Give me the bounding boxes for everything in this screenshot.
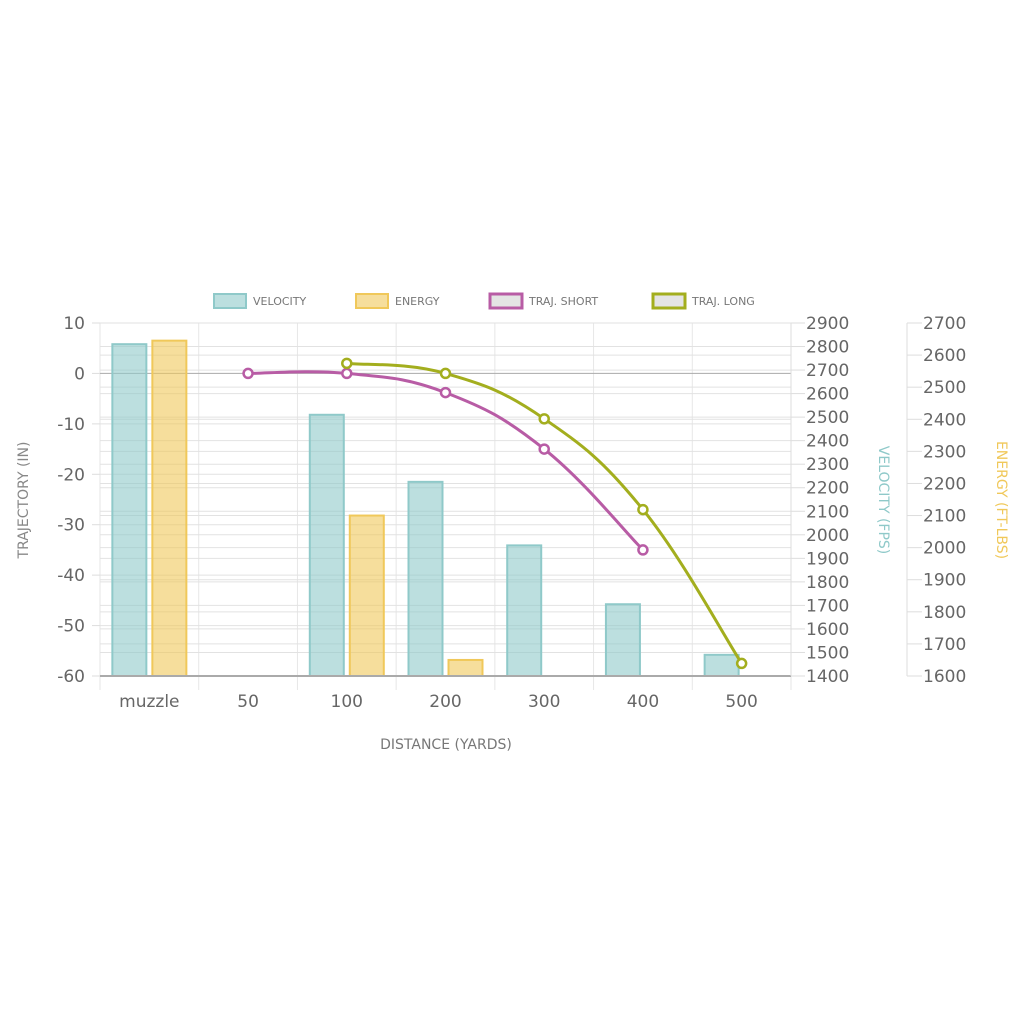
x-tick-label: 200 (429, 692, 461, 712)
energy-tick-label: 2400 (923, 410, 966, 430)
legend-swatch (355, 293, 389, 309)
legend-swatch (213, 293, 247, 309)
velocity-bar (506, 544, 543, 678)
trajectory-tick-label: -30 (57, 516, 85, 536)
traj-short-point (439, 386, 452, 399)
velocity-axis-title: VELOCITY (FPS) (875, 446, 891, 555)
traj-short-point (242, 367, 254, 380)
velocity-tick-label: 2600 (806, 385, 849, 405)
velocity-tick-label: 2800 (806, 338, 849, 358)
trajectory-tick-label: -50 (57, 617, 85, 637)
velocity-tick-label: 2000 (806, 526, 849, 546)
trajectory-tick-label: 0 (74, 364, 85, 384)
energy-tick-label: 1800 (923, 603, 966, 623)
energy-axis-title: ENERGY (FT-LBS) (993, 441, 1009, 559)
velocity-bar (308, 413, 345, 677)
velocity-tick-label: 2400 (806, 432, 849, 452)
energy-tick-label: 1600 (923, 667, 966, 687)
velocity-tick-label: 2700 (806, 361, 849, 381)
legend-swatch (651, 292, 687, 310)
energy-tick-label: 1700 (923, 635, 966, 655)
velocity-tick-label: 2200 (806, 479, 849, 499)
energy-tick-label: 1900 (923, 571, 966, 591)
velocity-tick-label: 1700 (806, 596, 849, 616)
legend-label: VELOCITY (253, 295, 307, 308)
energy-bar (348, 514, 385, 678)
traj-long-point (735, 657, 748, 670)
traj-long-point (439, 367, 452, 380)
legend[interactable]: VELOCITY ENERGY TRAJ. SHORT TRAJ. LONG (213, 292, 755, 310)
velocity-bar (407, 480, 444, 677)
traj-long-point (637, 503, 649, 516)
traj-long-line (346, 361, 743, 665)
energy-tick-label: 2600 (923, 346, 966, 366)
velocity-tick-label: 2100 (806, 502, 849, 522)
velocity-tick-label: 1800 (806, 573, 849, 593)
axes: 100-10-20-30-40-50-602900280027002600250… (57, 314, 966, 712)
velocity-tick-label: 1400 (806, 667, 849, 687)
energy-tick-label: 2500 (923, 378, 966, 398)
traj-short-point (341, 367, 353, 380)
traj-short-line (248, 370, 645, 551)
lines (242, 357, 748, 670)
velocity-bar (111, 343, 148, 677)
energy-bar (447, 658, 484, 677)
velocity-tick-label: 2500 (806, 408, 849, 428)
bars (111, 339, 740, 678)
trajectory-tick-label: -40 (57, 566, 85, 586)
traj-long-point (538, 413, 550, 425)
energy-tick-label: 2100 (923, 507, 966, 527)
energy-tick-label: 2200 (923, 474, 966, 494)
trajectory-tick-label: -20 (57, 465, 85, 485)
grid (99, 322, 792, 690)
trajectory-tick-label: -60 (57, 667, 85, 687)
velocity-tick-label: 2300 (806, 455, 849, 475)
legend-label: ENERGY (395, 295, 440, 308)
velocity-tick-label: 1500 (806, 643, 849, 663)
traj-long-point (341, 357, 353, 370)
x-axis-title: DISTANCE (YARDS) (380, 737, 512, 753)
traj-short-point (538, 443, 550, 455)
x-tick-label: muzzle (119, 692, 179, 712)
x-tick-label: 400 (627, 692, 659, 712)
legend-swatch (488, 292, 524, 310)
traj-short-point (637, 544, 649, 556)
velocity-bar (604, 603, 641, 677)
x-tick-label: 300 (528, 692, 560, 712)
energy-tick-label: 2000 (923, 539, 966, 559)
trajectory-tick-label: 10 (63, 314, 85, 334)
legend-label: TRAJ. LONG (691, 295, 755, 308)
x-tick-label: 100 (331, 692, 363, 712)
energy-bar (151, 339, 188, 677)
energy-tick-label: 2700 (923, 314, 966, 334)
legend-label: TRAJ. SHORT (528, 295, 598, 308)
velocity-bar (703, 653, 740, 678)
x-tick-label: 500 (725, 692, 757, 712)
velocity-tick-label: 1900 (806, 549, 849, 569)
trajectory-tick-label: -10 (57, 415, 85, 435)
trajectory-axis-title: TRAJECTORY (IN) (16, 442, 32, 560)
velocity-tick-label: 2900 (806, 314, 849, 334)
velocity-tick-label: 1600 (806, 620, 849, 640)
energy-tick-label: 2300 (923, 442, 966, 462)
x-tick-label: 50 (237, 692, 259, 712)
